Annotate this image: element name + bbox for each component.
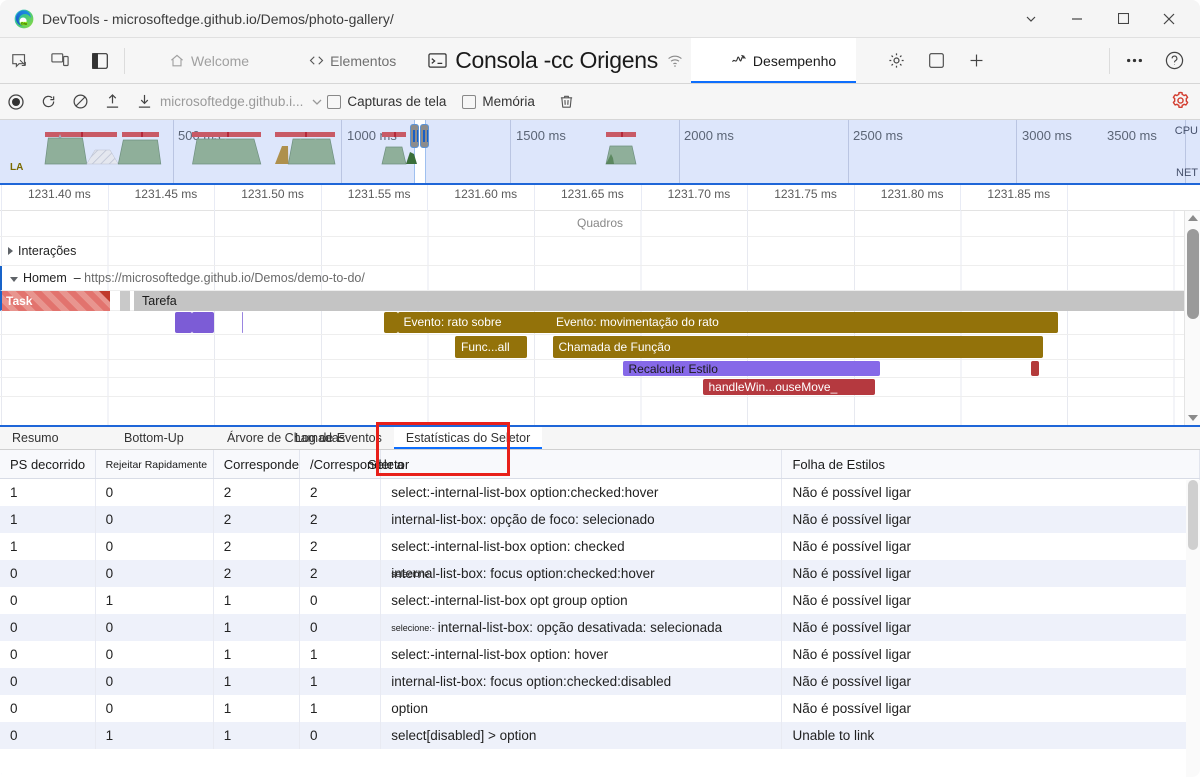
svg-text:Edg: Edg [21,21,27,25]
